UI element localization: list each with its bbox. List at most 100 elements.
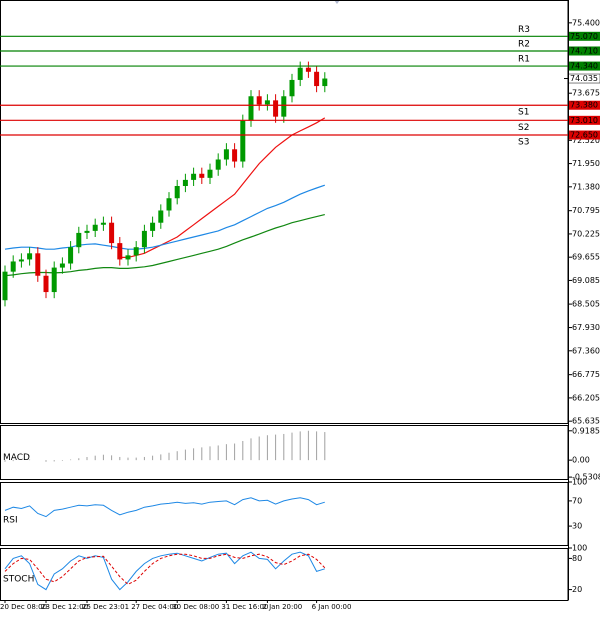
candle-body (240, 120, 246, 162)
y-tick-label: 30 (572, 522, 582, 531)
candle-body (27, 253, 33, 260)
candle-body (174, 186, 180, 199)
candle-body (59, 263, 65, 268)
y-tick-label: 0.00 (572, 456, 590, 465)
candle-body (297, 67, 303, 80)
candle-body (223, 149, 229, 160)
x-tick-label: 6 Jan 00:00 (312, 603, 352, 611)
y-tick-label: 66.775 (572, 370, 600, 379)
candle-body (109, 222, 115, 244)
candle-body (215, 159, 221, 170)
level-value: 74.340 (570, 62, 598, 71)
x-tick-label: 30 Dec 08:00 (172, 603, 219, 611)
level-name: R1 (518, 55, 530, 65)
candle-body (322, 78, 328, 87)
candle-body (68, 247, 74, 264)
x-tick-label: 2 Jan 20:00 (262, 603, 302, 611)
candle-body (76, 232, 82, 248)
x-tick-label: 25 Dec 23:01 (82, 603, 129, 611)
candle-body (35, 253, 41, 276)
x-tick-label: 20 Dec 08:00 (0, 603, 47, 611)
y-tick-label: 69.085 (572, 276, 600, 285)
level-value: 72.650 (570, 131, 598, 140)
y-tick-label: -0.5308 (572, 473, 600, 482)
candle-body (305, 67, 311, 72)
y-tick-label: 75.400 (572, 18, 600, 27)
candle-body (43, 275, 49, 293)
candle-body (2, 271, 8, 301)
candle-body (314, 71, 320, 87)
level-badge (568, 115, 600, 125)
x-tick-label: 31 Dec 16:00 (221, 603, 268, 611)
y-tick-label: 66.205 (572, 393, 600, 402)
level-badge (568, 100, 600, 110)
panel-title: STOCH (3, 575, 34, 585)
candle-body (51, 267, 57, 293)
candle-body (133, 247, 139, 256)
level-name: S2 (518, 123, 529, 133)
level-name: R2 (518, 39, 530, 49)
y-tick-label: 70.225 (572, 229, 600, 238)
x-tick-label: 23 Dec 12:00 (41, 603, 88, 611)
candle-body (166, 198, 172, 211)
line (119, 117, 326, 258)
y-tick-label: 0.9185 (572, 426, 600, 435)
candle-body (281, 96, 287, 117)
y-tick-label: 72.520 (572, 136, 600, 145)
candle-body (232, 149, 238, 162)
y-tick-label: 71.380 (572, 182, 600, 191)
level-badge (568, 130, 600, 140)
y-tick-label: 68.505 (572, 300, 600, 309)
candle-body (273, 100, 279, 117)
line (4, 214, 325, 277)
candle-body (141, 230, 147, 248)
level-badge (568, 61, 600, 71)
level-name: S3 (518, 138, 529, 148)
y-tick-label: 100 (572, 478, 587, 487)
candle-body (10, 261, 16, 272)
candle-body (125, 255, 131, 260)
line (4, 553, 326, 586)
level-name: S1 (518, 108, 529, 118)
candle-body (92, 224, 98, 231)
line (4, 184, 325, 250)
y-tick-label: 67.360 (572, 346, 600, 355)
panel-title: RSI (3, 515, 18, 525)
candle-body (248, 96, 254, 121)
candle-body (182, 179, 188, 187)
y-tick-label: 20 (572, 585, 582, 594)
y-tick-label: 73.675 (572, 89, 600, 98)
candle-body (199, 173, 205, 178)
candle-body (117, 243, 123, 260)
candle-body (84, 230, 90, 233)
candle-body (18, 259, 24, 262)
candle-body (289, 79, 295, 97)
level-name: R3 (518, 25, 530, 35)
level-value: 73.380 (570, 101, 598, 110)
candle-body (264, 100, 270, 105)
level-value: 75.070 (570, 32, 598, 41)
candle-body (256, 96, 262, 105)
y-tick-label: 69.655 (572, 253, 600, 262)
x-tick-label: 27 Dec 04:00 (131, 603, 178, 611)
candle-body (150, 222, 156, 231)
level-badge (568, 46, 600, 56)
y-tick-label: 70.795 (572, 206, 600, 215)
level-value: 73.010 (570, 116, 598, 125)
y-tick-label: 80 (572, 554, 582, 563)
y-tick-label: 100 (572, 544, 587, 553)
level-value: 74.710 (570, 46, 598, 55)
line (4, 497, 325, 518)
candle-body (100, 222, 106, 225)
last-price: 74.035 (570, 74, 598, 83)
y-tick-label: 70 (572, 496, 582, 505)
candle-body (207, 169, 213, 178)
line (4, 551, 325, 591)
candle-body (158, 210, 164, 223)
candle-body (191, 173, 197, 180)
y-tick-label: 65.635 (572, 417, 600, 426)
y-tick-label: 71.950 (572, 159, 600, 168)
level-badge (568, 31, 600, 41)
panel-title: MACD (3, 453, 30, 463)
